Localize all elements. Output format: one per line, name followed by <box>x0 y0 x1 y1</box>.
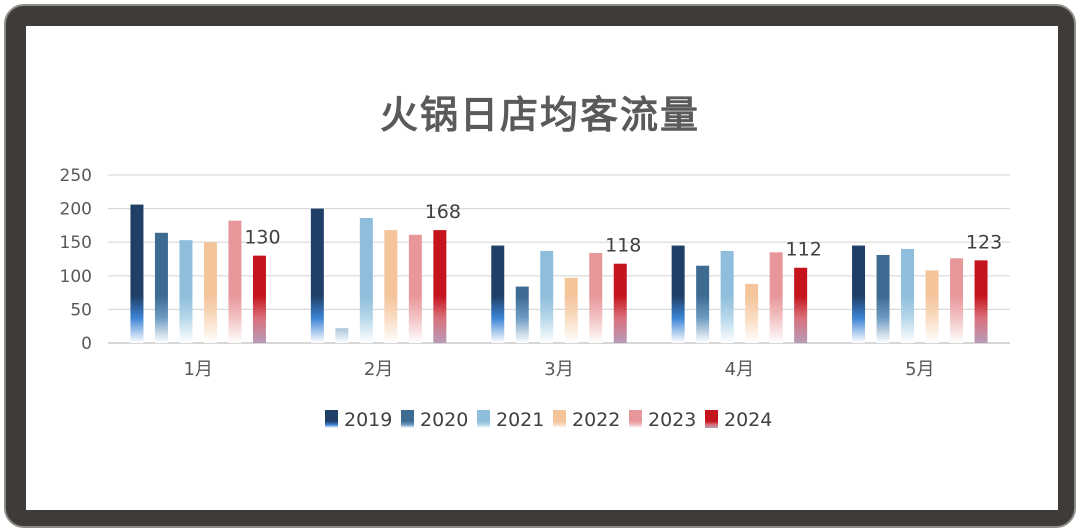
bar-2022-5月 <box>925 270 939 343</box>
bar-2019-5月 <box>852 245 866 343</box>
window-frame <box>4 4 1076 528</box>
bar-2023-2月 <box>408 234 422 343</box>
category-label: 2月 <box>364 359 393 380</box>
data-label: 168 <box>425 201 461 223</box>
data-label: 130 <box>244 227 280 249</box>
bar-2019-2月 <box>310 208 324 343</box>
bar-2024-1月 <box>252 255 266 343</box>
bar-2022-3月 <box>564 277 578 343</box>
data-label: 118 <box>605 235 641 257</box>
y-tick-label: 250 <box>60 166 92 186</box>
legend-label: 2024 <box>724 409 772 431</box>
legend-label: 2023 <box>648 409 696 431</box>
legend-swatch-2020 <box>401 410 414 428</box>
bar-2020-5月 <box>876 254 890 343</box>
bar-2024-3月 <box>613 263 627 343</box>
bar-2023-1月 <box>228 220 242 343</box>
legend-swatch-2023 <box>629 410 642 428</box>
bar-2022-2月 <box>384 230 398 343</box>
bar-2023-4月 <box>769 252 783 343</box>
bar-2021-4月 <box>720 250 734 343</box>
bar-2024-2月 <box>433 230 447 343</box>
chart-title: 火锅日店均客流量 <box>379 93 700 137</box>
bar-2021-1月 <box>179 240 193 343</box>
y-tick-label: 200 <box>60 200 92 220</box>
y-tick-label: 50 <box>70 300 92 320</box>
legend-swatch-2019 <box>325 410 338 428</box>
legend-label: 2022 <box>572 409 620 431</box>
bar-2022-1月 <box>203 242 217 343</box>
bar-2023-5月 <box>950 258 964 343</box>
category-label: 1月 <box>183 359 212 380</box>
bar-2021-3月 <box>540 250 554 343</box>
legend-label: 2020 <box>420 409 468 431</box>
bar-2020-2月 <box>335 328 349 343</box>
bar-2020-1月 <box>154 232 168 343</box>
y-tick-label: 150 <box>60 233 92 253</box>
legend-swatch-2024 <box>705 410 718 428</box>
bar-2019-3月 <box>491 245 505 343</box>
category-label: 4月 <box>725 359 754 380</box>
bar-2024-4月 <box>794 267 808 343</box>
bar-2020-4月 <box>696 265 710 343</box>
legend-label: 2019 <box>344 409 392 431</box>
bar-2024-5月 <box>974 260 988 343</box>
bar-2021-5月 <box>901 248 915 343</box>
category-label: 5月 <box>905 359 934 380</box>
legend-swatch-2021 <box>477 410 490 428</box>
legend-swatch-2022 <box>553 410 566 428</box>
bar-2023-3月 <box>589 252 603 343</box>
bar-2019-1月 <box>130 204 144 343</box>
bar-2022-4月 <box>745 283 759 343</box>
bar-2021-2月 <box>359 218 373 343</box>
bar-2019-4月 <box>671 245 685 343</box>
bar-2020-3月 <box>515 286 529 343</box>
data-label: 123 <box>966 231 1002 253</box>
category-label: 3月 <box>544 359 573 380</box>
y-tick-label: 0 <box>81 334 92 354</box>
legend-label: 2021 <box>496 409 544 431</box>
y-tick-label: 100 <box>60 267 92 287</box>
data-label: 112 <box>786 239 822 261</box>
